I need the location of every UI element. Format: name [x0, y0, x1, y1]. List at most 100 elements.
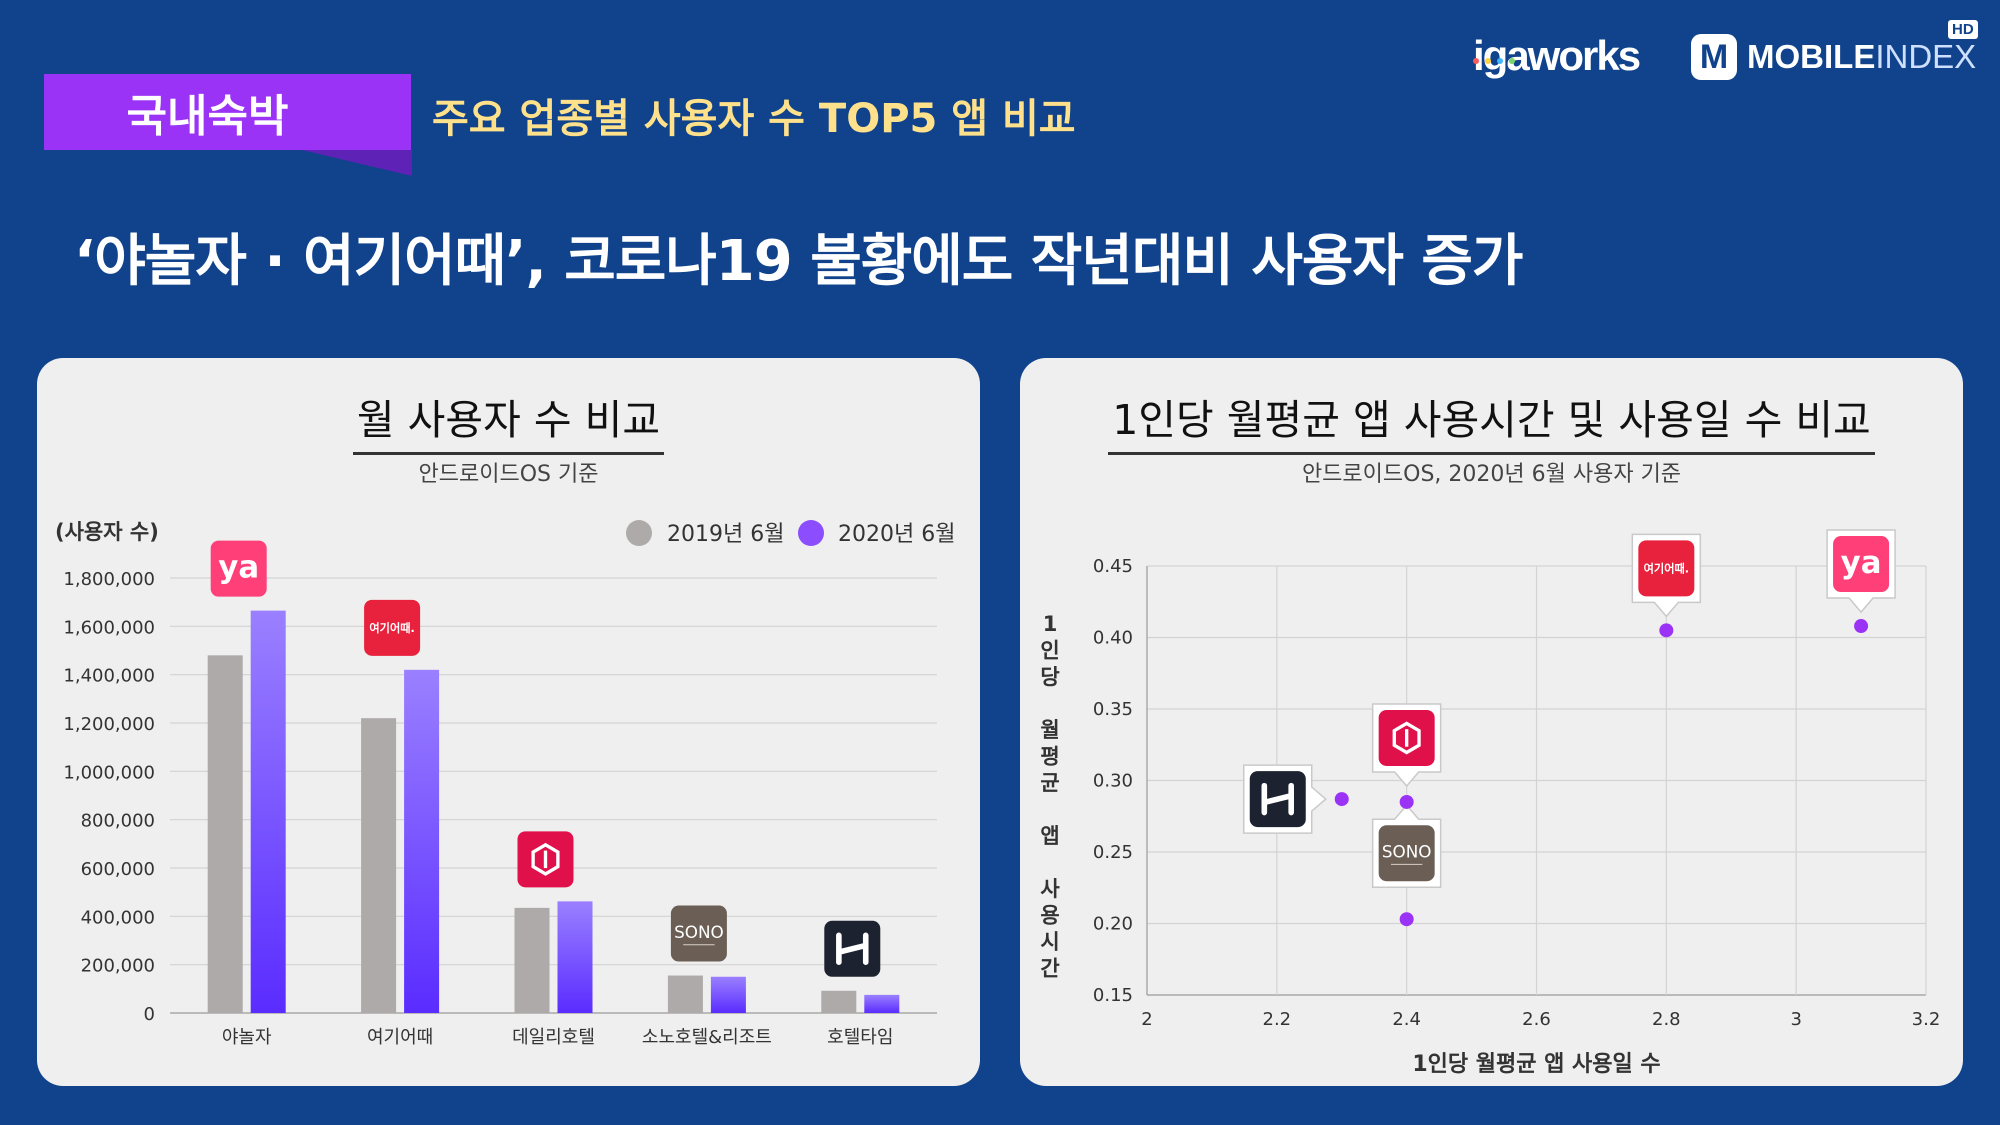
bar-chart-title: 월 사용자 수 비교 — [352, 386, 665, 455]
yeogi-app-icon: 여기어때. — [364, 599, 421, 656]
mobileindex-logo-thin: INDEX — [1875, 38, 1977, 75]
daily-callout — [1371, 703, 1442, 788]
headline: ‘야놀자 · 여기어때’, 코로나19 불황에도 작년대비 사용자 증가 — [74, 229, 1523, 294]
scatter-point — [1334, 792, 1349, 807]
scatter-y-axis-label-char: 평 — [1040, 745, 1059, 769]
bar-2019 — [361, 718, 397, 1013]
bar-2019 — [667, 975, 703, 1013]
mobileindex-logo: M MOBILE INDEX — [1691, 34, 1976, 80]
bar-x-tick-label: 데일리호텔 — [512, 1027, 595, 1048]
bar-2020 — [710, 976, 746, 1013]
legend-2019-label: 2019년 6월 — [667, 522, 784, 547]
yeogi-icon-bg — [364, 599, 421, 656]
hoteltime-icon-h — [1261, 782, 1294, 816]
daily-app-icon — [1378, 709, 1435, 766]
bar-y-tick-label: 0 — [144, 1004, 155, 1025]
scatter-point — [1399, 794, 1414, 809]
igaworks-logo: igaworks — [1473, 32, 1641, 80]
scatter-chart-subtitle: 안드로이드OS, 2020년 6월 사용자 기준 — [1301, 462, 1682, 487]
scatter-y-tick-label: 0.35 — [1093, 699, 1133, 720]
scatter-x-tick-label: 2.6 — [1522, 1009, 1551, 1030]
yanolja-icon-text: ya — [1841, 545, 1882, 581]
scatter-point — [1399, 912, 1414, 927]
bar-y-tick-label: 1,000,000 — [63, 762, 155, 783]
yeogi-callout: 여기어때. — [1631, 533, 1702, 618]
bar-y-tick-label: 1,200,000 — [63, 714, 155, 735]
sono-icon-bg — [1378, 825, 1435, 882]
daily-icon-hexagon — [1392, 721, 1421, 755]
yanolja-app-icon: ya — [1833, 536, 1890, 593]
daily-app-icon — [517, 831, 574, 888]
yanolja-app-icon: ya — [210, 540, 267, 597]
yeogi-icon-text: 여기어때. — [369, 621, 414, 635]
bar-y-tick-label: 800,000 — [81, 811, 155, 832]
yeogi-app-icon: 여기어때. — [1638, 540, 1695, 597]
scatter-y-axis-label-char: 간 — [1040, 957, 1059, 981]
scatter-y-axis-label-char: 당 — [1040, 665, 1059, 689]
yanolja-icon-bg — [1833, 536, 1890, 593]
bar-x-tick-label: 여기어때 — [367, 1027, 433, 1048]
scatter-y-tick-label: 0.30 — [1093, 771, 1133, 792]
sono-icon-text: SONO — [1382, 842, 1432, 862]
legend-2019-swatch — [626, 520, 652, 546]
scatter-x-axis-label: 1인당 월평균 앱 사용일 수 — [1412, 1052, 1660, 1077]
bar-2019 — [207, 655, 243, 1013]
scatter-x-tick-label: 2.4 — [1392, 1009, 1421, 1030]
sono-app-icon: SONO — [670, 905, 727, 962]
scatter-y-axis-label-char: 용 — [1040, 904, 1059, 928]
usage-scatter-panel: 1인당 월평균 앱 사용시간 및 사용일 수 비교 안드로이드OS, 2020년… — [1020, 358, 1963, 1086]
bar-x-tick-label: 소노호텔&리조트 — [642, 1027, 772, 1048]
scatter-point — [1854, 619, 1869, 634]
mobileindex-m-icon: M — [1691, 34, 1737, 80]
sono-callout: SONO — [1371, 804, 1442, 888]
igaworks-logo-text: igaworks — [1473, 32, 1641, 79]
daily-icon-hexagon — [531, 842, 560, 876]
bar-chart-subtitle: 안드로이드OS 기준 — [418, 462, 599, 487]
scatter-x-tick-label: 3.2 — [1912, 1009, 1941, 1030]
scatter-y-tick-label: 0.20 — [1093, 914, 1133, 935]
scatter-y-tick-label: 0.25 — [1093, 842, 1133, 863]
bar-y-tick-label: 200,000 — [81, 956, 155, 977]
scatter-y-tick-label: 0.45 — [1093, 556, 1133, 577]
bar-y-tick-label: 400,000 — [81, 907, 155, 928]
scatter-chart-title: 1인당 월평균 앱 사용시간 및 사용일 수 비교 — [1108, 386, 1875, 455]
bar-chart-title-wrap: 월 사용자 수 비교 — [37, 386, 980, 455]
category-tag: 국내숙박 — [44, 74, 411, 150]
scatter-x-tick-label: 2.2 — [1263, 1009, 1292, 1030]
scatter-point — [1659, 623, 1674, 638]
legend-2020-swatch — [798, 520, 824, 546]
scatter-y-axis-label-char: 앱 — [1040, 824, 1059, 848]
scatter-x-tick-label: 2 — [1141, 1009, 1152, 1030]
category-tag-tail — [302, 150, 412, 176]
scatter-y-axis-label-char: 월 — [1040, 718, 1059, 742]
mobileindex-logo-bold: MOBILE — [1747, 38, 1876, 75]
hoteltime-app-icon — [1249, 771, 1306, 828]
scatter-y-axis-label-char: 1 — [1043, 612, 1058, 636]
bar-y-tick-label: 1,600,000 — [63, 617, 155, 638]
scatter-y-axis-label-char: 균 — [1040, 771, 1059, 795]
scatter-y-tick-label: 0.40 — [1093, 628, 1133, 649]
hoteltime-app-icon — [824, 920, 881, 977]
yanolja-icon-bg — [210, 540, 267, 597]
scatter-y-axis-label-char: 시 — [1040, 930, 1059, 954]
bar-2020 — [250, 610, 286, 1013]
hd-badge: HD — [1948, 20, 1978, 39]
bar-chart: 0 200,000 400,000 600,000 800,000 1,000,000 1,… — [55, 520, 955, 1048]
bar-y-axis-label: (사용자 수) — [55, 520, 159, 544]
hoteltime-icon-h — [836, 932, 869, 966]
hoteltime-callout — [1243, 764, 1327, 834]
bar-y-tick-label: 1,800,000 — [63, 569, 155, 590]
sono-icon-text: SONO — [674, 922, 724, 942]
legend-2020-label: 2020년 6월 — [838, 522, 955, 547]
scatter-x-tick-label: 3 — [1790, 1009, 1801, 1030]
sono-app-icon: SONO — [1378, 825, 1435, 882]
yanolja-icon-text: ya — [218, 550, 259, 586]
scatter-chart: 0.15 0.20 0.25 0.30 0.35 0.40 0.45 2 2.2 2.4 2.6 2.… — [1040, 529, 1941, 1077]
bar-y-tick-label: 1,400,000 — [63, 666, 155, 687]
scatter-y-tick-label: 0.15 — [1093, 985, 1133, 1006]
scatter-x-tick-label: 2.8 — [1652, 1009, 1681, 1030]
sono-icon-bg — [670, 905, 727, 962]
yeogi-icon-bg — [1638, 540, 1695, 597]
bar-2020 — [557, 901, 593, 1013]
